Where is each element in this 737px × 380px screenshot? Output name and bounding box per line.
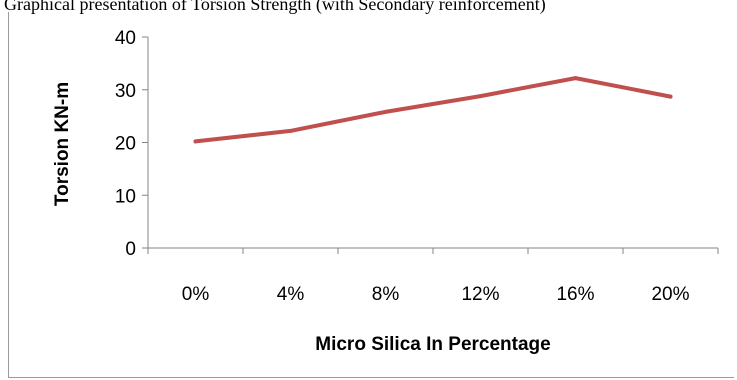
- data-point: [478, 94, 483, 99]
- x-axis-title: Micro Silica In Percentage: [315, 334, 550, 355]
- data-point: [193, 139, 198, 144]
- data-point: [383, 109, 388, 114]
- x-tick-label: 16%: [556, 284, 594, 305]
- y-axis-title: Torsion KN-m: [52, 82, 73, 206]
- figure-caption: Graphical presentation of Torsion Streng…: [4, 0, 546, 14]
- series-group: [193, 76, 673, 144]
- y-tick-label: 10: [115, 186, 136, 207]
- y-axis: 0 10 20 30 40: [115, 28, 149, 260]
- data-point: [573, 76, 578, 81]
- x-tick-label: 0%: [182, 284, 210, 305]
- data-point: [288, 128, 293, 133]
- series-line: [193, 76, 673, 144]
- x-tick-label: 8%: [372, 284, 400, 305]
- chart-frame: [8, 12, 734, 378]
- y-tick-label: 0: [125, 239, 136, 260]
- y-tick-label: 30: [115, 81, 136, 102]
- x-tick-label: 20%: [651, 284, 689, 305]
- y-tick-label: 40: [115, 28, 136, 49]
- data-point: [668, 94, 673, 99]
- x-tick-label: 12%: [461, 284, 499, 305]
- x-axis: 0% 4% 8% 12% 16% 20%: [147, 247, 719, 305]
- y-tick-label: 20: [115, 134, 136, 155]
- x-tick-label: 4%: [277, 284, 305, 305]
